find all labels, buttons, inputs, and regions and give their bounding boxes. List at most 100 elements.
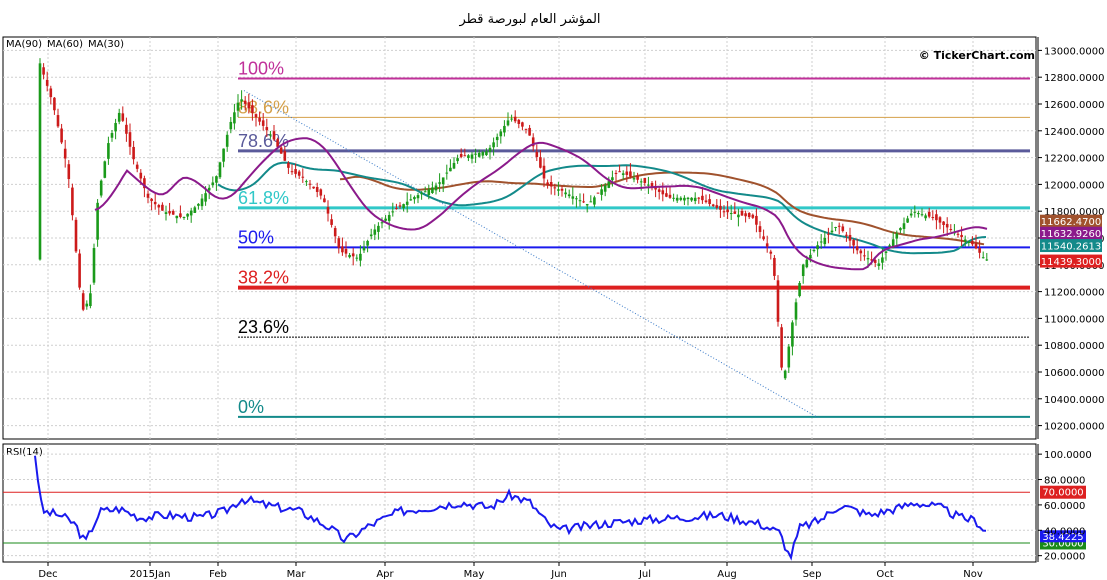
candle-body bbox=[848, 234, 852, 241]
candle-body bbox=[866, 258, 870, 260]
rsi-level-text: 30.0000 bbox=[1042, 538, 1083, 549]
ma60-label: MA(60) bbox=[47, 39, 83, 50]
candle-body bbox=[837, 225, 841, 227]
candle-body bbox=[110, 133, 114, 138]
candle-body bbox=[366, 240, 369, 246]
candle-body bbox=[600, 189, 603, 195]
candle-body bbox=[719, 205, 722, 210]
price-tick-label: 13000.0000 bbox=[1044, 46, 1104, 57]
x-tick-label: Jul bbox=[638, 569, 651, 580]
candle-body bbox=[787, 346, 791, 368]
last-value-text: 11540.2613 bbox=[1041, 242, 1101, 253]
candle-body bbox=[834, 227, 837, 229]
candle-body bbox=[675, 197, 679, 201]
candle-body bbox=[737, 214, 740, 218]
fib-level-label: 78.6% bbox=[238, 131, 289, 151]
x-tick-label: Aug bbox=[717, 569, 737, 580]
fib-level-label: 88.6% bbox=[238, 97, 289, 117]
candle-body bbox=[485, 151, 488, 156]
x-tick-label: May bbox=[464, 569, 485, 580]
candle-body bbox=[243, 100, 247, 104]
candle-body bbox=[312, 186, 315, 189]
candle-body bbox=[265, 127, 269, 131]
candle-body bbox=[315, 187, 319, 192]
candle-body bbox=[531, 137, 535, 147]
candle-body bbox=[963, 239, 967, 242]
candle-body bbox=[506, 120, 510, 126]
fib-levels: 100% 88.6% 78.6% 61.8% 50% 38.2% 23.6% 0% bbox=[238, 59, 1030, 418]
candle-body bbox=[783, 370, 787, 379]
candle-body bbox=[258, 117, 261, 122]
x-tick-label: Dec bbox=[38, 569, 57, 580]
candle-body bbox=[153, 201, 157, 205]
candle-body bbox=[974, 243, 978, 249]
candle-body bbox=[233, 112, 236, 124]
candle-body bbox=[218, 162, 222, 178]
candle-body bbox=[881, 257, 884, 263]
candle-body bbox=[690, 197, 693, 201]
candle-body bbox=[557, 189, 560, 191]
candle-body bbox=[150, 198, 153, 202]
trendline bbox=[243, 90, 819, 418]
candle-body bbox=[672, 197, 675, 199]
candle-body bbox=[495, 136, 499, 141]
price-tick-label: 10200.0000 bbox=[1044, 422, 1104, 433]
candle-body bbox=[456, 158, 459, 162]
ma90-label: MA(90) bbox=[6, 39, 42, 50]
candle-body bbox=[816, 245, 819, 250]
rsi-level-tag bbox=[1040, 485, 1086, 499]
candle-body bbox=[981, 257, 985, 259]
candle-body bbox=[85, 303, 89, 307]
candle-body bbox=[272, 131, 276, 140]
candle-body bbox=[693, 197, 697, 202]
candle-body bbox=[585, 204, 589, 206]
candle-body bbox=[114, 122, 117, 132]
candle-body bbox=[650, 182, 654, 188]
candle-body bbox=[67, 164, 71, 180]
candle-body bbox=[161, 204, 164, 211]
candle-body bbox=[420, 193, 423, 195]
candle-body bbox=[578, 200, 582, 202]
candle-body bbox=[798, 283, 801, 297]
candle-body bbox=[42, 67, 45, 75]
candle-body bbox=[913, 211, 917, 213]
candle-body bbox=[773, 257, 776, 276]
price-tick-label: 11200.0000 bbox=[1044, 288, 1104, 299]
candle-body bbox=[697, 197, 701, 199]
candle-body bbox=[985, 259, 989, 261]
candle-body bbox=[225, 134, 229, 147]
candle-body bbox=[391, 211, 395, 213]
candle-body bbox=[740, 210, 744, 216]
candle-body bbox=[387, 215, 391, 221]
candle-body bbox=[103, 161, 107, 178]
price-grid bbox=[3, 49, 1036, 427]
candle-body bbox=[384, 218, 387, 221]
candle-body bbox=[326, 207, 330, 214]
candle-body bbox=[661, 190, 665, 195]
candle-body bbox=[459, 153, 463, 157]
candle-body bbox=[413, 197, 416, 200]
candle-body bbox=[668, 194, 672, 198]
last-value-tag bbox=[1040, 214, 1102, 228]
candle-body bbox=[186, 213, 189, 217]
candle-body bbox=[56, 115, 60, 127]
candle-body bbox=[92, 248, 96, 283]
candle-body bbox=[341, 246, 344, 253]
candle-body bbox=[978, 248, 981, 253]
candle-body bbox=[762, 236, 765, 240]
candle-body bbox=[629, 171, 632, 177]
candle-body bbox=[452, 162, 456, 169]
candle-body bbox=[359, 253, 362, 261]
candle-body bbox=[229, 121, 233, 130]
candle-body bbox=[769, 251, 773, 254]
candle-body bbox=[575, 198, 578, 200]
candle-body bbox=[711, 204, 715, 206]
candle-body bbox=[805, 259, 809, 268]
price-tick-label: 12800.0000 bbox=[1044, 73, 1104, 84]
candle-body bbox=[362, 247, 366, 251]
ma30-line bbox=[94, 137, 988, 271]
candle-body bbox=[125, 124, 128, 134]
candle-body bbox=[888, 245, 891, 247]
rsi-current-tag bbox=[1040, 530, 1086, 543]
price-tick-label: 12200.0000 bbox=[1044, 154, 1104, 165]
